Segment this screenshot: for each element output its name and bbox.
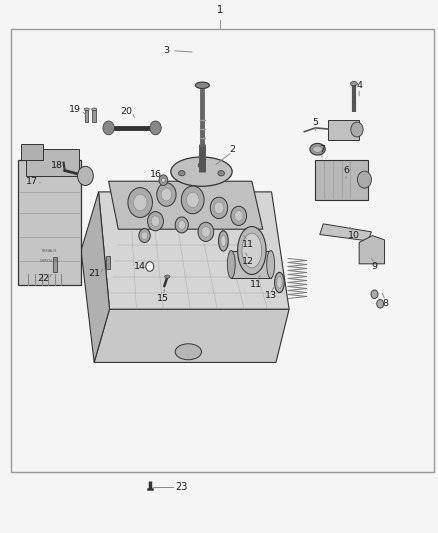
Circle shape — [103, 121, 114, 135]
Polygon shape — [94, 309, 289, 362]
Text: 12: 12 — [242, 257, 254, 265]
Circle shape — [128, 188, 152, 217]
Text: 7: 7 — [319, 145, 325, 154]
Text: 21: 21 — [88, 270, 100, 278]
Text: 14: 14 — [134, 262, 146, 271]
Text: 10: 10 — [348, 231, 360, 240]
Circle shape — [377, 300, 384, 308]
Bar — [53, 257, 57, 272]
Bar — [106, 256, 110, 269]
Circle shape — [162, 178, 165, 182]
Polygon shape — [320, 224, 371, 241]
Ellipse shape — [195, 82, 209, 88]
Circle shape — [161, 188, 172, 201]
Ellipse shape — [84, 108, 89, 110]
Circle shape — [148, 212, 163, 231]
Circle shape — [78, 166, 93, 185]
Circle shape — [139, 229, 150, 243]
Text: 11: 11 — [242, 240, 254, 248]
Ellipse shape — [171, 157, 232, 187]
Bar — [11, 29, 434, 472]
Text: 5: 5 — [312, 118, 318, 127]
Ellipse shape — [350, 82, 357, 86]
Ellipse shape — [198, 163, 205, 168]
Ellipse shape — [313, 146, 322, 152]
Circle shape — [141, 232, 148, 239]
Circle shape — [231, 206, 247, 225]
Circle shape — [159, 175, 168, 185]
Circle shape — [178, 221, 185, 229]
Text: 1: 1 — [217, 5, 223, 15]
Circle shape — [175, 217, 188, 233]
Text: 17: 17 — [25, 177, 38, 185]
Polygon shape — [26, 149, 79, 176]
Text: 18: 18 — [51, 161, 63, 169]
Circle shape — [187, 192, 199, 207]
Ellipse shape — [267, 251, 275, 278]
Ellipse shape — [237, 227, 266, 274]
Circle shape — [234, 211, 243, 221]
Polygon shape — [315, 160, 368, 200]
Ellipse shape — [227, 251, 235, 278]
Polygon shape — [109, 181, 263, 229]
Text: 3: 3 — [163, 46, 170, 55]
Text: 2: 2 — [229, 145, 235, 154]
Ellipse shape — [219, 231, 228, 251]
Text: 23: 23 — [175, 482, 187, 492]
Circle shape — [201, 227, 210, 237]
Text: 13: 13 — [265, 292, 277, 300]
Ellipse shape — [175, 344, 201, 360]
Text: 4: 4 — [356, 81, 362, 90]
Ellipse shape — [221, 235, 226, 247]
Bar — [85, 110, 88, 122]
Circle shape — [151, 216, 160, 227]
Polygon shape — [359, 236, 385, 264]
Ellipse shape — [275, 272, 284, 293]
Ellipse shape — [242, 233, 261, 268]
Polygon shape — [328, 120, 359, 140]
Circle shape — [210, 197, 228, 219]
Polygon shape — [99, 192, 289, 309]
Text: 22: 22 — [37, 274, 49, 283]
Text: 19: 19 — [69, 105, 81, 114]
Text: FREIALIS: FREIALIS — [41, 248, 57, 253]
Circle shape — [214, 202, 224, 214]
Circle shape — [181, 186, 204, 214]
Text: 11: 11 — [250, 280, 262, 289]
Ellipse shape — [218, 171, 224, 176]
Circle shape — [357, 171, 371, 188]
Circle shape — [146, 262, 154, 271]
Text: 20: 20 — [120, 108, 132, 116]
Polygon shape — [18, 160, 81, 285]
Text: 8: 8 — [382, 300, 389, 308]
Ellipse shape — [310, 143, 325, 155]
Text: CHRYSLER: CHRYSLER — [40, 259, 58, 263]
Circle shape — [150, 121, 161, 135]
Bar — [21, 144, 43, 160]
Polygon shape — [81, 192, 110, 362]
Circle shape — [134, 195, 147, 211]
Ellipse shape — [92, 108, 97, 110]
Text: 6: 6 — [343, 166, 349, 175]
Circle shape — [198, 222, 214, 241]
Text: 16: 16 — [149, 171, 162, 179]
Ellipse shape — [178, 171, 185, 176]
Circle shape — [351, 122, 363, 137]
Circle shape — [371, 290, 378, 298]
Bar — [231, 251, 271, 278]
Circle shape — [157, 183, 176, 206]
Text: 9: 9 — [371, 262, 378, 271]
Text: 15: 15 — [157, 294, 169, 303]
Bar — [92, 110, 96, 122]
Ellipse shape — [165, 275, 170, 278]
Ellipse shape — [277, 277, 282, 288]
